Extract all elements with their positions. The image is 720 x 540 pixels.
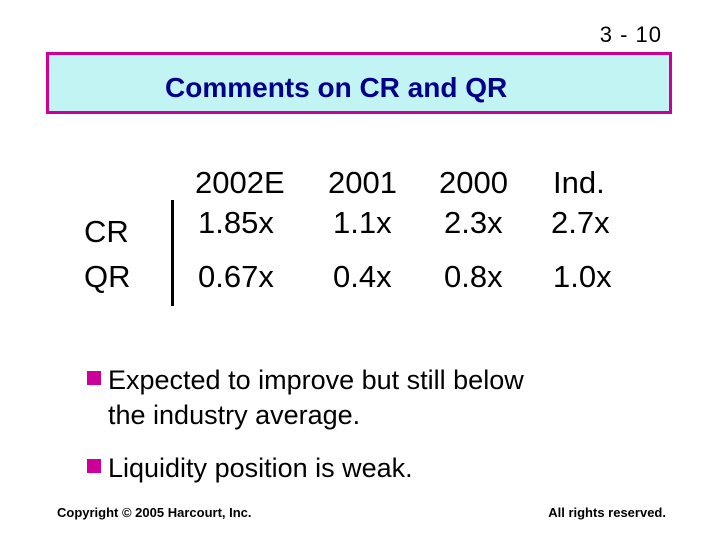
table-divider bbox=[171, 200, 174, 306]
col-header-2000: 2000 bbox=[439, 165, 508, 200]
footer-rights: All rights reserved. bbox=[548, 505, 666, 520]
row-label-qr: QR bbox=[84, 259, 131, 294]
cell-cr-2001: 1.1x bbox=[333, 205, 392, 240]
col-header-2001: 2001 bbox=[328, 165, 397, 200]
bullet-1-line-1: Expected to improve but still below bbox=[108, 365, 524, 395]
bullet-2: Liquidity position is weak. bbox=[108, 453, 413, 483]
cell-qr-2001: 0.4x bbox=[333, 259, 392, 294]
col-header-2002e: 2002E bbox=[195, 165, 285, 200]
cell-qr-2000: 0.8x bbox=[444, 259, 503, 294]
slide-number: 3 - 10 bbox=[599, 22, 662, 47]
cell-qr-2002e: 0.67x bbox=[198, 259, 274, 294]
row-label-cr: CR bbox=[84, 214, 129, 249]
title-banner: Comments on CR and QR bbox=[46, 52, 672, 114]
slide-title: Comments on CR and QR bbox=[165, 72, 508, 103]
col-header-ind: Ind. bbox=[553, 165, 605, 200]
cell-cr-2002e: 1.85x bbox=[198, 205, 274, 240]
bullet-marker-icon bbox=[87, 371, 101, 385]
cell-cr-2000: 2.3x bbox=[444, 205, 503, 240]
bullet-marker-icon bbox=[87, 459, 101, 473]
cell-qr-ind: 1.0x bbox=[553, 259, 612, 294]
cell-cr-ind: 2.7x bbox=[551, 205, 610, 240]
bullet-1-line-2: the industry average. bbox=[108, 400, 361, 430]
footer-copyright: Copyright © 2005 Harcourt, Inc. bbox=[57, 505, 252, 520]
